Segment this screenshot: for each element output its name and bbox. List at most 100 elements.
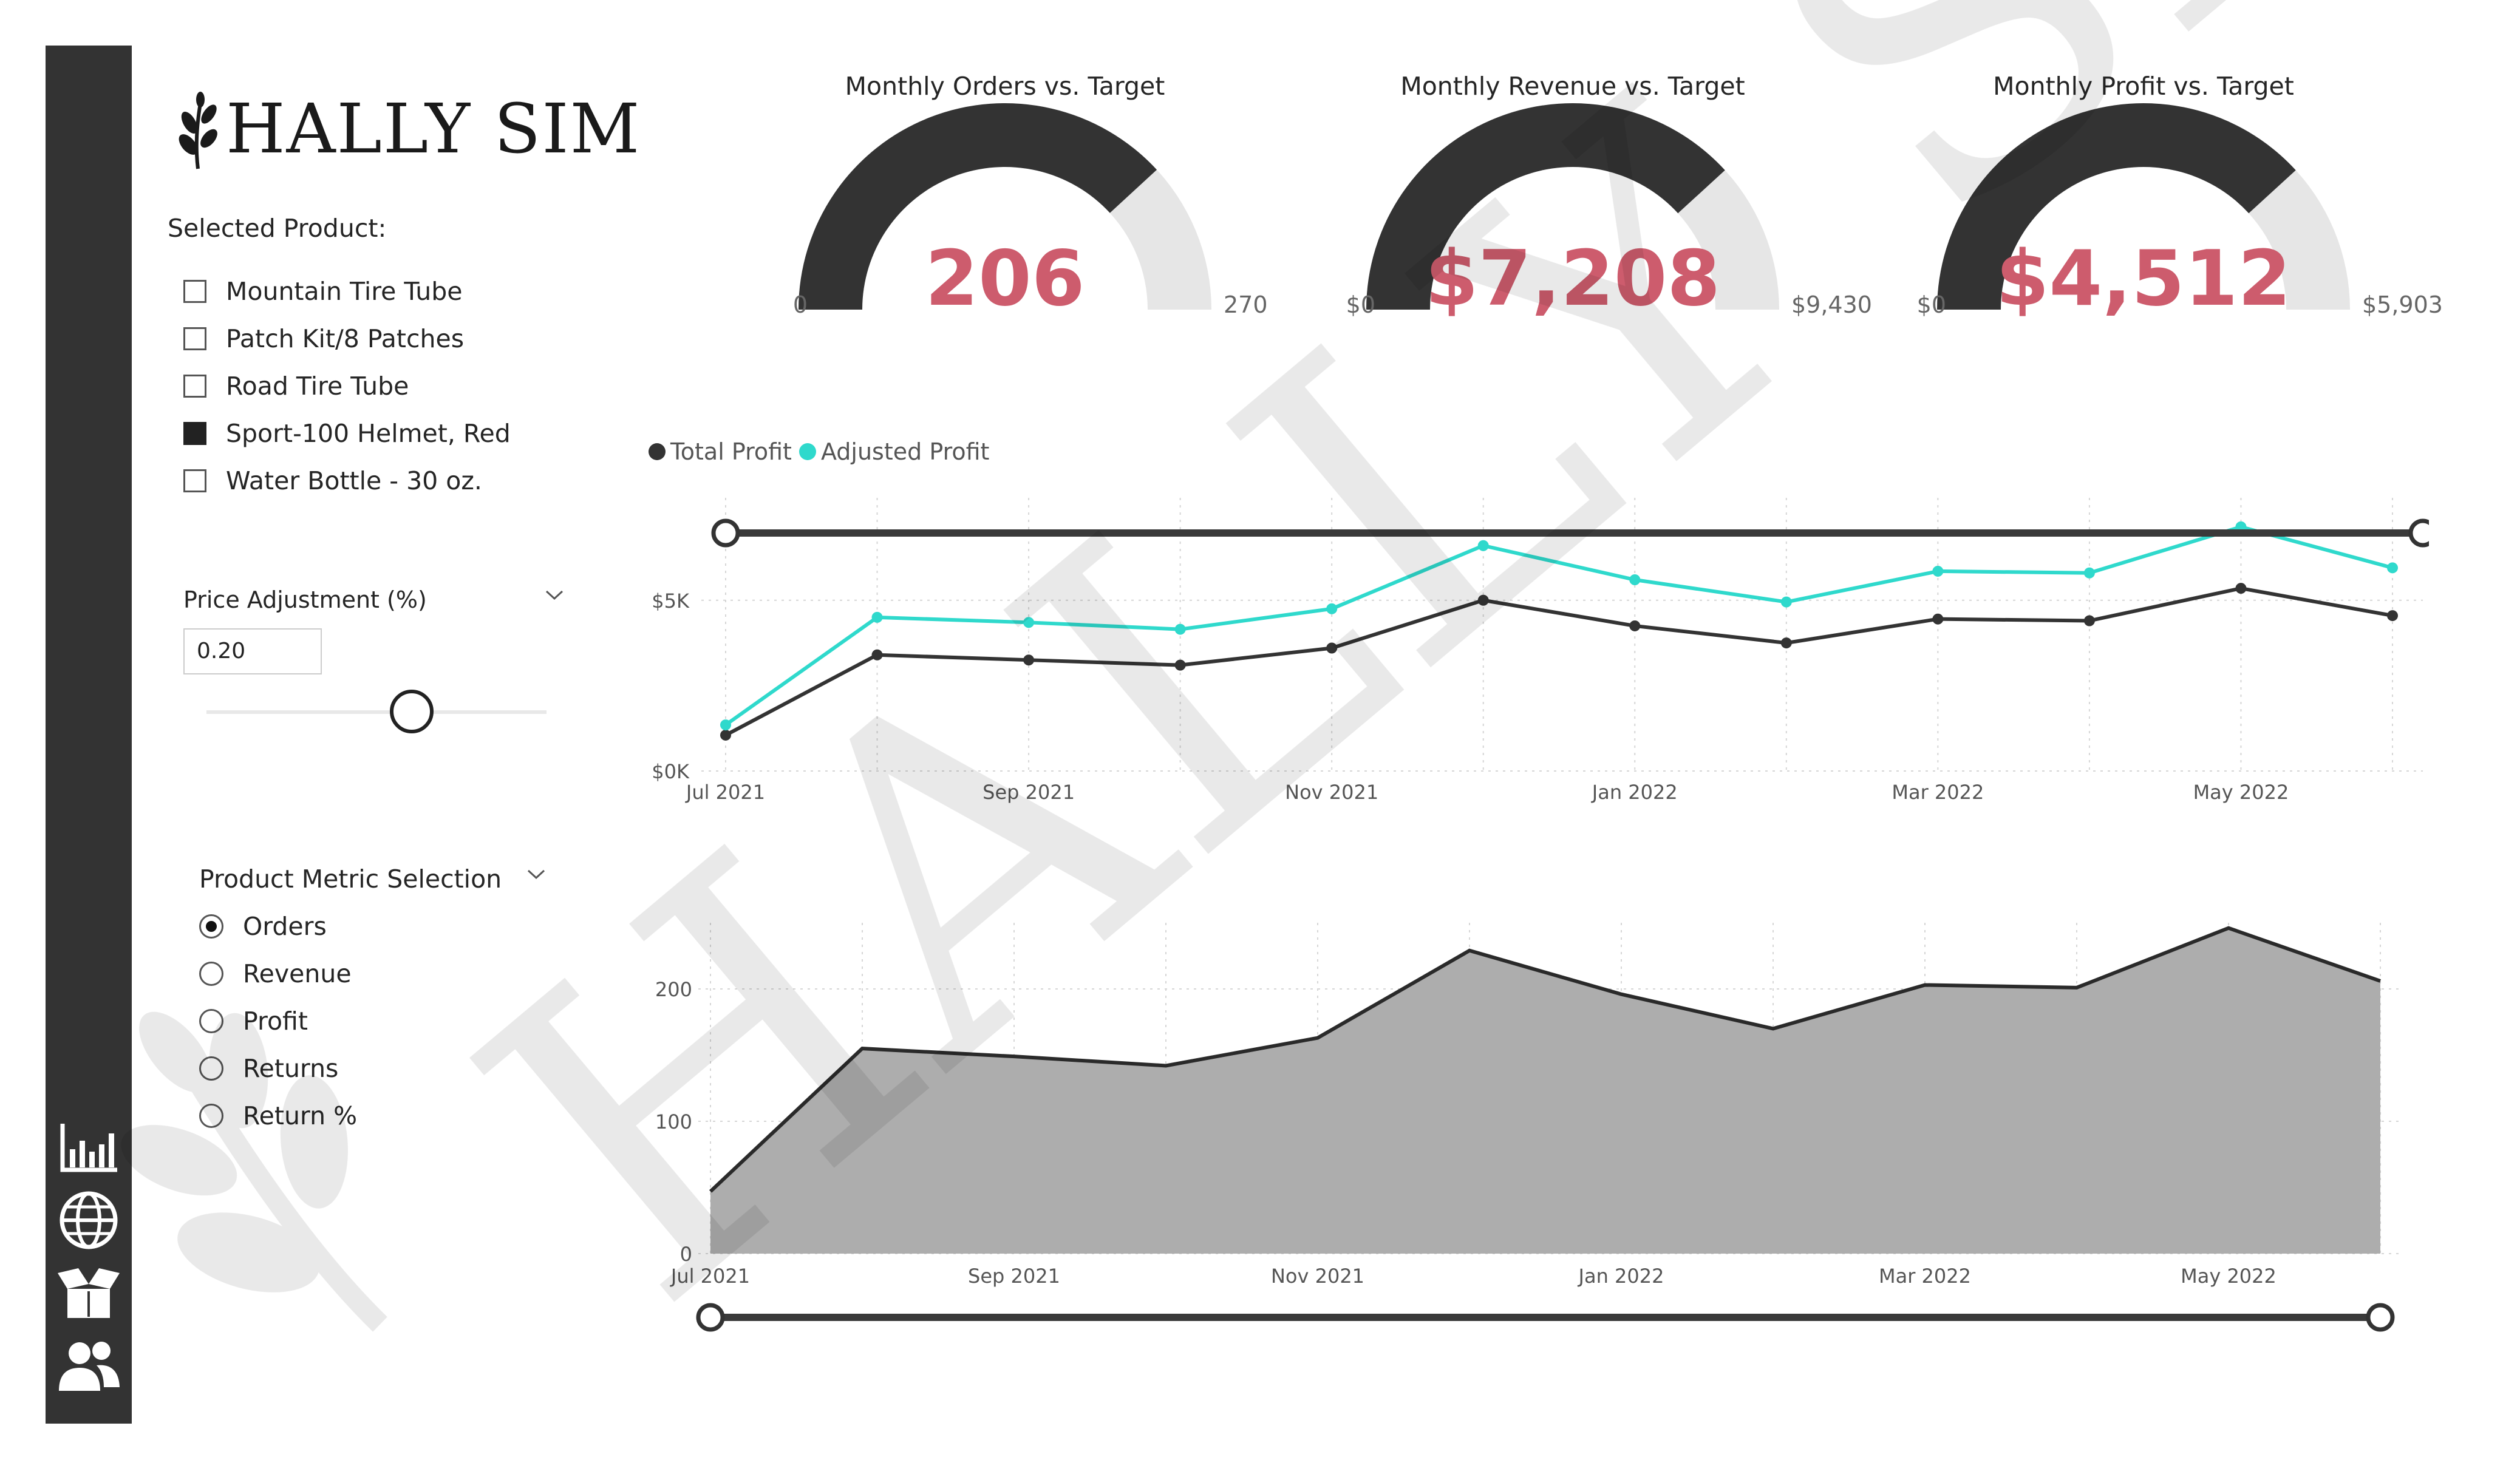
profit-chart-legend: Total Profit Adjusted Profit <box>649 438 989 465</box>
data-point <box>1023 617 1035 628</box>
x-tick-label: May 2022 <box>2193 781 2289 804</box>
y-tick-label: $0K <box>652 760 690 783</box>
data-point <box>2387 562 2398 574</box>
date-range-end-handle[interactable] <box>2408 518 2429 548</box>
metric-radio[interactable] <box>199 962 223 986</box>
metric-option-row[interactable]: Return % <box>199 1098 357 1134</box>
chevron-down-icon[interactable] <box>544 588 565 602</box>
gauge-title: Monthly Orders vs. Target <box>845 72 1165 101</box>
legend-label-total-profit: Total Profit <box>670 438 792 465</box>
metric-option-row[interactable]: Returns <box>199 1050 338 1087</box>
x-tick-label: Mar 2022 <box>1879 1265 1971 1288</box>
product-checkbox[interactable] <box>183 327 206 350</box>
data-point <box>1477 594 1489 606</box>
data-point <box>1932 613 1944 625</box>
data-point <box>2235 583 2247 594</box>
metric-option-label: Orders <box>243 912 327 941</box>
x-tick-label: Nov 2021 <box>1285 781 1378 804</box>
leaf-sprig-icon <box>179 92 217 169</box>
price-adjustment-title: Price Adjustment (%) <box>183 586 427 613</box>
data-point <box>2387 610 2398 622</box>
data-point <box>720 729 731 741</box>
metric-radio[interactable] <box>199 1009 223 1033</box>
gauge-value: $7,208 <box>1425 234 1721 323</box>
data-point <box>1780 637 1792 649</box>
date-range-end-handle[interactable] <box>2366 1303 2395 1332</box>
orders-area-chart: 0 100 200 Jul 2021 Sep 2021 Nov 2021 Jan 2022 M… <box>655 923 2399 1332</box>
product-option-label: Road Tire Tube <box>226 372 409 401</box>
price-slider-track[interactable] <box>206 710 547 714</box>
product-option-row[interactable]: Water Bottle - 30 oz. <box>183 463 482 499</box>
data-point <box>1174 623 1186 635</box>
metric-option-row[interactable]: Orders <box>199 908 327 945</box>
users-icon[interactable] <box>54 1333 123 1399</box>
metric-option-row[interactable]: Profit <box>199 1003 308 1039</box>
x-tick-label: Jul 2021 <box>670 1265 750 1288</box>
product-filter-title: Selected Product: <box>168 214 387 243</box>
x-tick-label: Jul 2021 <box>685 781 765 804</box>
data-point <box>1932 565 1944 577</box>
gauge-arc <box>1937 103 2350 310</box>
gauge-value: 206 <box>925 234 1085 323</box>
data-point <box>871 649 883 661</box>
metric-option-label: Returns <box>243 1054 339 1083</box>
product-checkbox[interactable] <box>183 469 206 492</box>
data-point <box>1629 620 1641 631</box>
x-tick-label: Sep 2021 <box>982 781 1075 804</box>
metric-option-row[interactable]: Revenue <box>199 956 352 992</box>
metric-radio[interactable] <box>199 914 223 939</box>
gauge-min-label: $0 <box>1346 291 1375 318</box>
data-point <box>1326 642 1338 654</box>
product-option-row[interactable]: Mountain Tire Tube <box>183 273 462 310</box>
gauge-min-label: 0 <box>792 291 808 318</box>
profit-line-chart: $0K $5K Jul 2021 Sep 2021 Nov 2021 Jan 2022 Ma… <box>652 498 2429 804</box>
price-adjustment-input[interactable]: 0.20 <box>183 628 322 674</box>
gauge-fill <box>799 103 1157 310</box>
metric-option-label: Revenue <box>243 959 352 988</box>
data-point <box>2083 567 2095 579</box>
legend-marker-adjusted-profit <box>799 443 816 460</box>
metric-radio[interactable] <box>199 1104 223 1128</box>
price-slider-handle[interactable] <box>390 690 434 733</box>
date-range-start-handle[interactable] <box>696 1303 725 1332</box>
product-option-label: Water Bottle - 30 oz. <box>226 466 482 495</box>
product-option-label: Mountain Tire Tube <box>226 277 463 306</box>
product-option-row[interactable]: Road Tire Tube <box>183 368 409 404</box>
sidebar <box>46 46 132 1424</box>
data-point <box>1780 596 1792 608</box>
x-tick-label: Jan 2022 <box>1591 781 1678 804</box>
metric-option-label: Return % <box>243 1101 358 1130</box>
gauge-arc <box>1366 103 1779 310</box>
globe-icon[interactable] <box>54 1187 123 1254</box>
series-line-adjusted-profit <box>724 525 2393 727</box>
gauge-fill <box>1937 103 2296 310</box>
x-tick-label: May 2022 <box>2181 1265 2277 1288</box>
legend-label-adjusted-profit: Adjusted Profit <box>820 438 990 465</box>
metric-radio[interactable] <box>199 1056 223 1081</box>
y-tick-label: $5K <box>652 589 690 613</box>
metric-option-label: Profit <box>243 1007 308 1036</box>
data-point <box>720 719 731 731</box>
data-point <box>1477 540 1489 551</box>
bar-chart-icon[interactable] <box>54 1114 123 1181</box>
product-checkbox[interactable] <box>183 375 206 398</box>
x-tick-label: Mar 2022 <box>1892 781 1984 804</box>
gauge-fill <box>1366 103 1725 310</box>
date-range-start-handle[interactable] <box>711 518 740 548</box>
open-box-icon[interactable] <box>54 1260 123 1326</box>
legend-marker-total-profit <box>649 443 666 460</box>
brand-name: HALLY SIM <box>226 90 641 169</box>
product-option-label: Patch Kit/8 Patches <box>226 324 465 353</box>
data-point <box>871 611 883 623</box>
y-tick-label: 100 <box>655 1110 692 1133</box>
gauge-min-label: $0 <box>1916 291 1946 318</box>
gauge-title: Monthly Revenue vs. Target <box>1400 72 1745 101</box>
product-checkbox[interactable] <box>183 422 206 445</box>
chevron-down-icon[interactable] <box>526 867 547 881</box>
gauge-value: $4,512 <box>1995 234 2292 323</box>
data-point <box>2083 615 2095 627</box>
product-option-row[interactable]: Sport-100 Helmet, Red <box>183 415 511 452</box>
orders-line <box>709 926 2381 1193</box>
product-option-row[interactable]: Patch Kit/8 Patches <box>183 321 464 357</box>
product-checkbox[interactable] <box>183 280 206 303</box>
